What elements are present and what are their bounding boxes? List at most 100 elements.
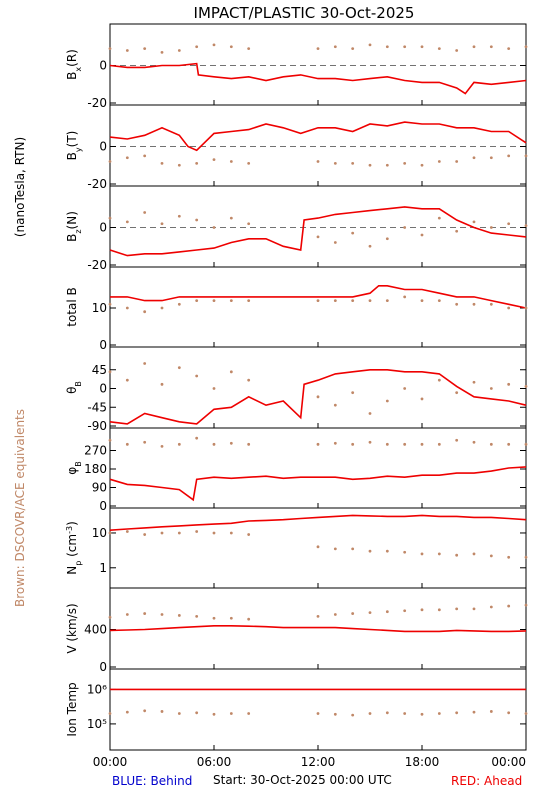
series-point-equivalent	[125, 710, 129, 714]
series-point-equivalent	[489, 302, 493, 306]
series-point-equivalent	[160, 531, 164, 535]
panel-label-phi: φB	[65, 461, 83, 474]
series-point-equivalent	[420, 163, 424, 167]
series-point-equivalent	[229, 160, 233, 163]
series-point-equivalent	[437, 160, 441, 163]
ytick-label: 270	[84, 444, 107, 458]
series-point-equivalent	[368, 440, 372, 444]
series-point-equivalent	[125, 156, 129, 160]
series-point-equivalent	[524, 385, 528, 388]
series-point-equivalent	[160, 382, 164, 386]
series-point-equivalent	[247, 161, 251, 165]
series-point-equivalent	[507, 47, 511, 51]
series-point-equivalent	[472, 156, 476, 160]
series-point-equivalent	[489, 710, 493, 713]
series-point-equivalent	[507, 222, 511, 226]
series-point-equivalent	[437, 712, 441, 715]
series-point-equivalent	[403, 226, 407, 229]
panel-label-theta: θB	[65, 381, 83, 394]
series-point-equivalent	[143, 47, 147, 51]
ytick-label: 0	[99, 140, 107, 154]
series-point-equivalent	[403, 609, 407, 613]
series-point-equivalent	[524, 555, 528, 559]
series-point-equivalent	[455, 607, 459, 611]
series-point-equivalent	[247, 378, 251, 382]
series-point-equivalent	[316, 160, 320, 163]
series-point-equivalent	[108, 438, 112, 442]
series-point-equivalent	[333, 403, 337, 407]
series-point-equivalent	[108, 615, 112, 619]
series-point-equivalent	[385, 237, 389, 241]
series-point-equivalent	[333, 547, 337, 551]
series-point-equivalent	[368, 412, 372, 415]
series-point-equivalent	[316, 299, 320, 302]
series-point-equivalent	[125, 378, 129, 382]
panel-frame	[109, 104, 527, 187]
series-point-equivalent	[177, 442, 181, 446]
series-point-equivalent	[368, 163, 372, 167]
series-point-equivalent	[229, 370, 233, 374]
ytick-label: 0	[99, 660, 107, 674]
series-point-equivalent	[351, 391, 355, 395]
series-point-equivalent	[125, 530, 129, 533]
panel-label-bt: total B	[65, 287, 79, 327]
series-point-equivalent	[472, 302, 476, 306]
series-point-equivalent	[143, 154, 147, 158]
series-point-equivalent	[437, 552, 441, 556]
series-point-equivalent	[316, 235, 320, 239]
series-point-equivalent	[437, 442, 441, 446]
series-point-equivalent	[351, 713, 355, 717]
series-point-equivalent	[177, 366, 181, 370]
series-point-equivalent	[177, 214, 181, 218]
series-point-equivalent	[229, 216, 233, 220]
series-point-equivalent	[524, 712, 528, 715]
series-point-equivalent	[351, 442, 355, 446]
panel-theta: 45 0 -45 -90 θB	[65, 346, 528, 433]
ytick-label: -20	[87, 96, 107, 110]
series-point-equivalent	[143, 440, 147, 444]
series-point-equivalent	[177, 712, 181, 715]
series-point-equivalent	[368, 43, 372, 47]
series-point-equivalent	[108, 302, 112, 306]
series-point-equivalent	[472, 710, 476, 714]
ytick-label: 0	[99, 338, 107, 352]
series-point-equivalent	[108, 531, 112, 535]
series-point-equivalent	[143, 362, 147, 365]
series-point-equivalent	[403, 161, 407, 165]
series-point-equivalent	[143, 612, 147, 615]
series-point-equivalent	[333, 161, 337, 165]
start-time-label: Start: 30-Oct-2025 00:00 UTC	[213, 773, 392, 787]
series-point-equivalent	[160, 222, 164, 226]
panel-label-v: V (km/s)	[65, 603, 79, 653]
series-point-equivalent	[195, 374, 199, 378]
ytick-label: 1	[99, 561, 107, 575]
series-point-equivalent	[177, 531, 181, 535]
series-point-equivalent	[316, 47, 320, 51]
series-point-equivalent	[455, 302, 459, 306]
series-point-equivalent	[195, 161, 199, 165]
series-point-equivalent	[455, 711, 459, 715]
series-point-equivalent	[524, 224, 528, 228]
ytick-label: 180	[84, 462, 107, 476]
series-point-equivalent	[507, 382, 511, 386]
series-point-equivalent	[385, 442, 389, 446]
series-point-equivalent	[333, 613, 337, 616]
panel-frame	[109, 668, 527, 751]
ytick-label: 0	[99, 59, 107, 73]
series-point-equivalent	[403, 550, 407, 554]
ytick-label: 10⁵	[87, 717, 107, 731]
panel-frame	[109, 427, 527, 509]
series-point-equivalent	[524, 45, 528, 49]
series-point-equivalent	[177, 163, 181, 167]
xtick-label: 00:00	[93, 755, 128, 769]
series-point-equivalent	[333, 241, 337, 244]
series-point-equivalent	[160, 613, 164, 616]
x-axis-ticks: 00:00 06:00 12:00 18:00 00:00	[93, 755, 526, 769]
ytick-label: -20	[87, 177, 107, 191]
series-point-equivalent	[195, 530, 199, 533]
series-point-equivalent	[351, 299, 355, 302]
series-point-equivalent	[420, 608, 424, 612]
series-point-equivalent	[351, 161, 355, 165]
series-point-equivalent	[351, 231, 355, 235]
